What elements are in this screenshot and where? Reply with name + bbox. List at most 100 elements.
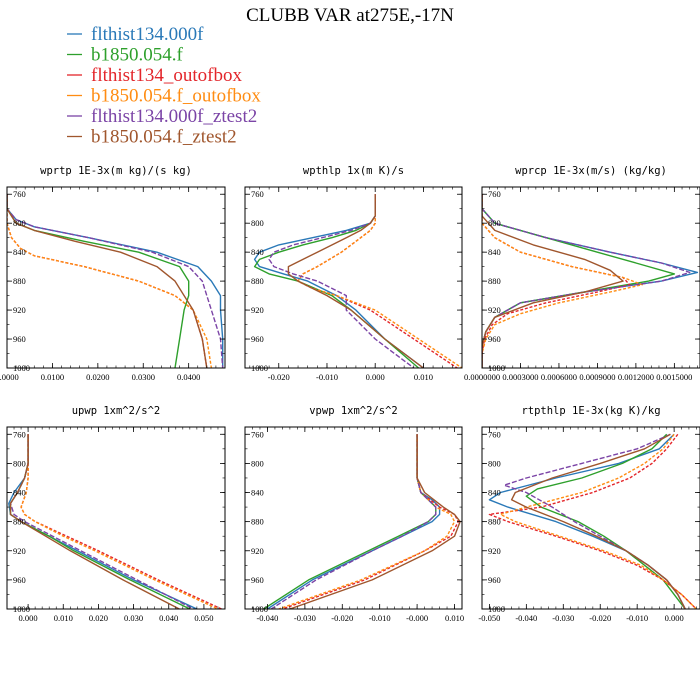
x-tick-label: 0.0300: [132, 372, 155, 382]
x-tick-label: 0.010: [54, 613, 73, 623]
y-tick-label: 1000: [488, 363, 505, 373]
panel-title: wprtp 1E-3x(m kg)/(s kg): [40, 165, 192, 177]
series-line-b1850-054-f-outofbox: [20, 434, 219, 609]
y-tick-label: 920: [488, 305, 501, 315]
y-tick-label: 760: [488, 429, 501, 439]
y-tick-label: 1000: [251, 604, 268, 614]
series-line-b1850-054-f-outofbox: [278, 434, 456, 609]
y-tick-label: 960: [251, 575, 264, 585]
series-line-b1850-054-f-ztest2: [287, 194, 424, 368]
y-tick-label: 960: [13, 334, 26, 344]
x-tick-label: 0.0000000: [464, 372, 500, 382]
x-tick-label: -0.040: [515, 613, 537, 623]
x-tick-label: 0.0012000: [618, 372, 654, 382]
series-group: [253, 194, 462, 368]
x-tick-label: 0.0006000: [541, 372, 577, 382]
panel-rtpthlp: rtpthlp 1E-3x(kg K)/kg 760 800 840 880 920 960…: [478, 405, 700, 623]
y-tick-label: 920: [488, 546, 501, 556]
y-tick-label: 920: [251, 546, 264, 556]
legend-label-flthist134-000f-ztest2: flthist134.000f_ztest2: [91, 106, 257, 127]
y-tick-label: 880: [251, 517, 264, 527]
x-tick-label: 0.0200: [86, 372, 109, 382]
y-tick-label: 760: [13, 189, 26, 199]
y-tick-label: 840: [13, 247, 26, 257]
series-line-b1850-054-f-outofbox: [297, 194, 462, 368]
panel-vpwp: vpwp 1xm^2/s^27608008408809209601000-0.0…: [244, 405, 464, 623]
x-tick-label: -0.020: [331, 613, 353, 623]
x-tick-label: 0.010: [445, 613, 464, 623]
panel-wpthlp: wpthlp 1x(m K)/s7608008408809209601000-0…: [244, 165, 463, 382]
plot-frame: [244, 426, 463, 610]
panel-upwp: upwp 1xm^2/s^2 760 800 840 880 920 960 10000.00…: [6, 405, 226, 623]
series-line-b1850-054-f-outofbox: [499, 433, 697, 609]
panel-title: rtpthlp 1E-3x(kg K)/kg: [521, 405, 660, 417]
y-tick-label: 880: [488, 517, 501, 527]
y-tick-label: 880: [13, 517, 26, 527]
y-tick-label: 960: [13, 575, 26, 585]
x-tick-label: -0.020: [268, 372, 290, 382]
plot-frame: [6, 426, 226, 610]
figure-title: CLUBB VAR at275E,-17N: [246, 5, 454, 26]
series-group: [263, 434, 461, 609]
y-tick-label: 840: [251, 488, 264, 498]
legend-label-flthist134-outofbox: flthist134_outofbox: [91, 65, 242, 86]
y-tick-label: 1000: [13, 363, 30, 373]
y-tick-label: 880: [13, 276, 26, 286]
x-tick-label: -0.030: [552, 613, 574, 623]
x-tick-label: -0.010: [316, 372, 338, 382]
series-line-b1850-054-f-ztest2: [7, 194, 208, 368]
x-tick-label: 0.000: [665, 613, 684, 623]
y-tick-label: 800: [251, 218, 264, 228]
plot-frame: [244, 186, 463, 369]
y-tick-label: 960: [488, 575, 501, 585]
x-tick-label: -0.010: [626, 613, 648, 623]
x-tick-label: -0.050: [478, 613, 500, 623]
y-tick-label: 840: [13, 488, 26, 498]
y-tick-label: 920: [13, 546, 26, 556]
y-tick-label: 800: [251, 458, 264, 468]
series-line-flthist134-000f-ztest2: [7, 194, 224, 368]
series-group: [482, 194, 699, 368]
series-line-b1850-054-f-ztest2: [9, 434, 180, 609]
x-tick-label: 0.040: [159, 613, 178, 623]
y-tick-label: 840: [251, 247, 264, 257]
series-line-flthist134-outofbox: [282, 434, 459, 609]
series-line-b1850-054-f-outofbox: [482, 194, 643, 368]
panels: wprtp 1E-3x(m kg)/(s kg) 760 800 840 880 920 9…: [0, 165, 700, 623]
x-tick-label: 0.050: [194, 613, 213, 623]
y-tick-label: 840: [488, 247, 501, 257]
y-tick-label: 760: [488, 189, 501, 199]
plot-frame: [481, 186, 700, 369]
x-tick-label: -0.020: [589, 613, 611, 623]
y-tick-label: 800: [488, 218, 501, 228]
y-tick-label: 920: [13, 305, 26, 315]
series-line-b1850-054-f-ztest2: [510, 433, 686, 609]
panel-title: wpthlp 1x(m K)/s: [303, 165, 404, 177]
x-tick-label: 0.0400: [177, 372, 200, 382]
series-line-b1850-054-f-ztest2: [289, 434, 461, 609]
y-tick-label: 960: [251, 334, 264, 344]
panel-title: vpwp 1xm^2/s^2: [309, 405, 398, 417]
x-tick-label: 0.000: [19, 613, 38, 623]
x-tick-label: -0.000: [406, 613, 428, 623]
x-tick-label: -0.030: [294, 613, 316, 623]
series-group: [488, 433, 697, 609]
x-tick-label: 0.010: [414, 372, 433, 382]
x-tick-label: 0.0100: [41, 372, 64, 382]
y-tick-label: 760: [251, 189, 264, 199]
panel-title: wprcp 1E-3x(m/s) (kg/kg): [515, 165, 667, 177]
series-line-b1850-054-f-ztest2: [482, 194, 624, 368]
x-tick-label: 0.0009000: [579, 372, 615, 382]
series-line-flthist134-outofbox: [488, 433, 697, 609]
x-tick-label: -0.040: [256, 613, 278, 623]
y-tick-label: 840: [488, 488, 501, 498]
legend-label-flthist134-000f: flthist134.000f: [91, 24, 204, 45]
y-tick-label: 960: [488, 334, 501, 344]
panel-wprcp: wprcp 1E-3x(m/s) (kg/kg) 760 800 840 880 920 9…: [464, 165, 700, 382]
y-tick-label: 760: [251, 429, 264, 439]
x-tick-label: 0.000: [366, 372, 385, 382]
y-tick-label: 920: [251, 305, 264, 315]
series-line-flthist134-000f-ztest2: [270, 434, 437, 609]
